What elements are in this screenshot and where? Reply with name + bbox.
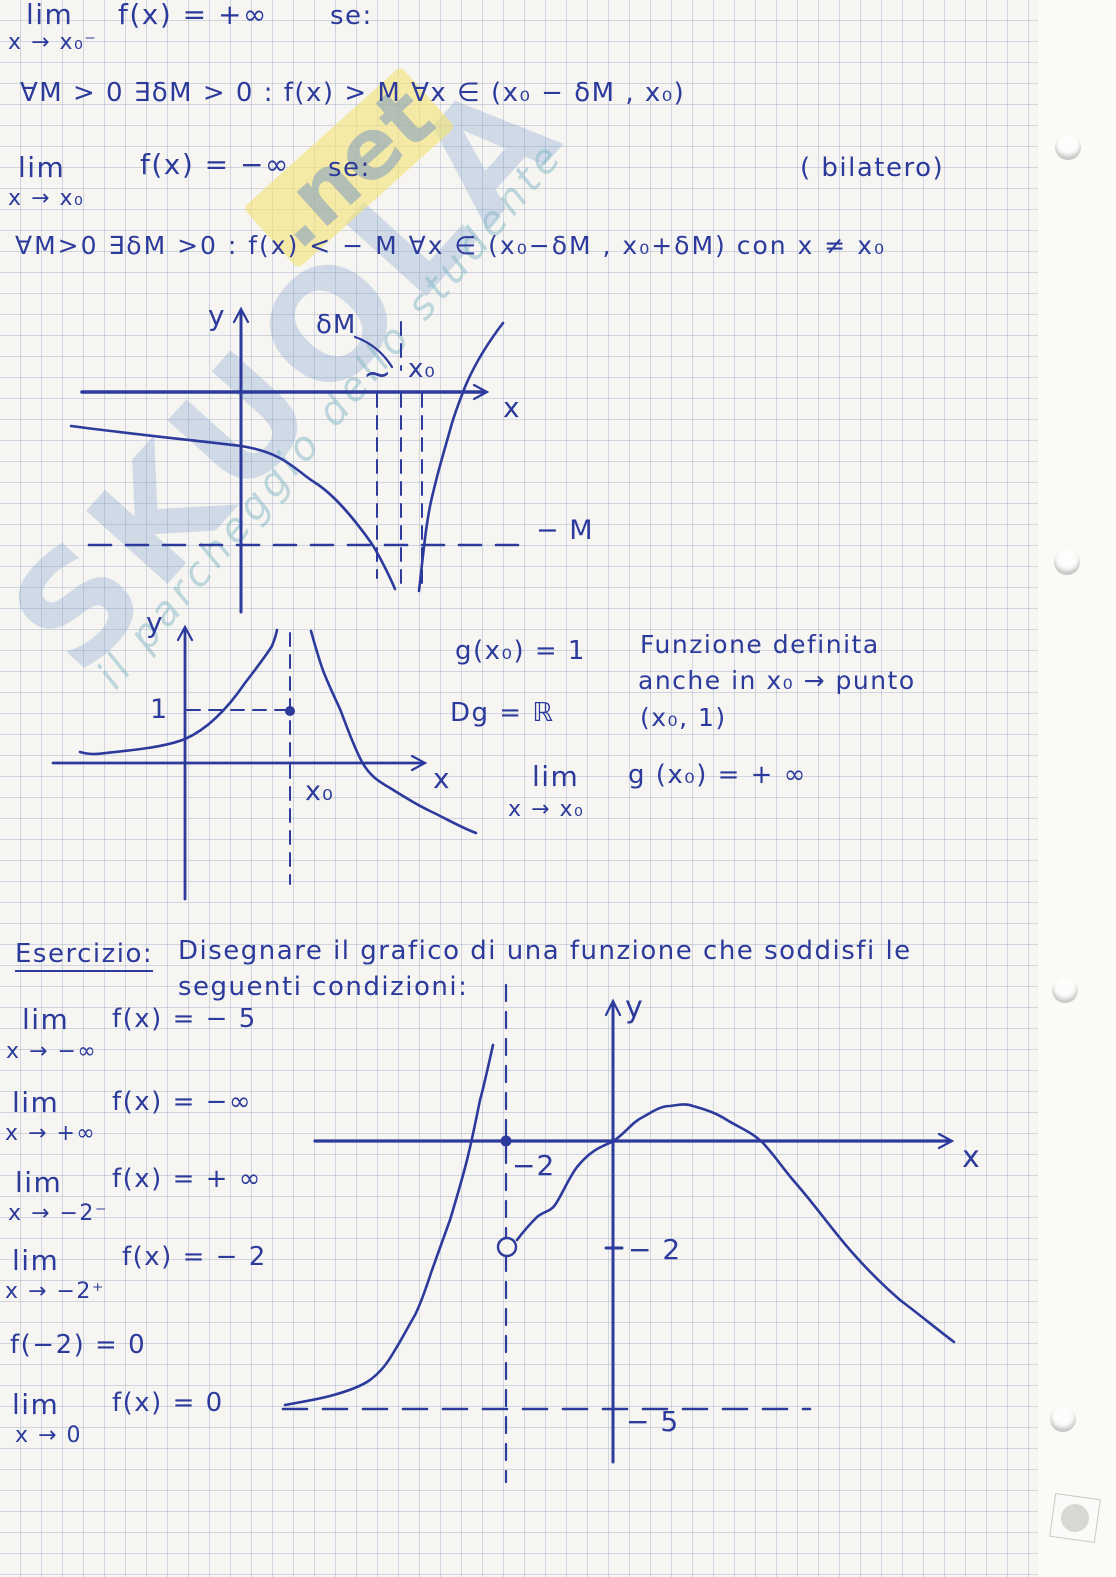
g3-curve-left	[283, 1043, 495, 1407]
exercise-text1: Disegnare il grafico di una funzione che…	[178, 936, 912, 966]
g1-delta-label: δM	[316, 310, 356, 340]
corner-stamp	[1049, 1493, 1101, 1543]
note-g-value: g(x₀) = 1	[455, 636, 586, 666]
limit-g-sub: x → x₀	[508, 797, 585, 822]
g3-open-circle-minus2-minus2	[496, 1236, 518, 1258]
limit2-lim: lim	[18, 151, 66, 184]
definition2: ∀M>0 ∃δM >0 : f(x) < − M ∀x ∈ (x₀−δM , x…	[15, 231, 887, 260]
limit1-lim: lim	[26, 0, 74, 31]
punch-hole	[1050, 1406, 1076, 1432]
cond6-lim: lim	[12, 1388, 60, 1421]
g2-x0-label: x₀	[305, 776, 334, 807]
limit1-sub: x → x₀⁻	[8, 30, 98, 55]
punch-hole	[1055, 134, 1081, 160]
definition1: ∀M > 0 ∃δM > 0 : f(x) > M ∀x ∈ (x₀ − δM …	[20, 78, 686, 108]
g3-curve-right	[515, 1103, 956, 1344]
g3-point-minus2-0	[500, 1135, 512, 1147]
g1-curve-left	[69, 424, 397, 591]
cond2-body: f(x) = −∞	[112, 1087, 253, 1117]
cond6-sub: x → 0	[15, 1423, 82, 1448]
bilatero-note: ( bilatero)	[800, 153, 945, 183]
g2-one-label: 1	[150, 694, 168, 725]
g3-x-arrow	[937, 1132, 955, 1150]
g2-point-x0-1	[285, 706, 295, 716]
cond1-body: f(x) = − 5	[112, 1004, 257, 1034]
limit-g-lim: lim	[532, 760, 580, 793]
cond3-body: f(x) = + ∞	[112, 1164, 262, 1194]
cond2-lim: lim	[12, 1086, 60, 1119]
g1-minusM-label: − M	[536, 515, 594, 546]
note-line1: Funzione definita	[640, 630, 880, 659]
cond3-lim: lim	[15, 1166, 63, 1199]
g2-curve-left	[78, 628, 279, 756]
cond4-lim: lim	[12, 1244, 60, 1277]
g1-y-label: y	[208, 299, 226, 332]
cond5-body: f(−2) = 0	[10, 1330, 147, 1360]
cond1-lim: lim	[22, 1003, 70, 1036]
cond3-sub: x → −2⁻	[8, 1201, 108, 1226]
cond6-body: f(x) = 0	[112, 1388, 224, 1418]
graph-exercise: y x −2 − 2 − 5	[281, 983, 981, 1484]
cond1-sub: x → −∞	[6, 1039, 98, 1064]
g2-x-label: x	[433, 762, 451, 795]
stamp-circle	[1059, 1502, 1091, 1534]
note-line2: anche in x₀ → punto	[638, 666, 916, 695]
g1-x-arrow	[472, 383, 490, 401]
punch-hole	[1054, 549, 1080, 575]
cond2-sub: x → +∞	[5, 1121, 97, 1146]
g3-y-label: y	[625, 990, 644, 1025]
g1-curve-right	[417, 321, 505, 593]
punch-hole	[1052, 977, 1078, 1003]
g2-x-arrow	[410, 754, 428, 772]
g1-x0-label: x₀	[408, 354, 436, 384]
graph-g-function: y x 1 x₀	[51, 606, 478, 901]
exercise-title: Esercizio:	[15, 940, 154, 973]
cond4-sub: x → −2⁺	[5, 1279, 105, 1304]
g2-curve-right	[309, 629, 478, 835]
g3-y-arrow	[604, 998, 622, 1017]
g1-x-label: x	[503, 391, 521, 424]
limit-g-body: g (x₀) = + ∞	[628, 760, 807, 790]
note-domain: Dg = ℝ	[450, 698, 555, 728]
g2-y-arrow	[176, 624, 194, 642]
graph-limit-minus-infinity: y x δM ~ x₀ − M	[69, 299, 594, 614]
note-line3: (x₀, 1)	[640, 703, 727, 732]
limit2-sub: x → x₀	[8, 186, 85, 211]
exercise-text2: seguenti condizioni:	[178, 972, 469, 1002]
g3-label-minus2-y: − 2	[628, 1233, 681, 1266]
g1-squiggle: ~	[363, 354, 393, 394]
g2-y-label: y	[146, 606, 164, 639]
limit1-body: f(x) = +∞	[118, 0, 268, 31]
g3-label-minus5: − 5	[626, 1405, 679, 1438]
limit1-se: se:	[330, 1, 373, 31]
limit2-se: se:	[328, 153, 371, 183]
g1-y-arrow	[232, 306, 250, 324]
g3-label-minus2-x: −2	[512, 1149, 555, 1182]
g1-delta-arrow	[353, 335, 394, 369]
limit2-body: f(x) = −∞	[140, 148, 290, 181]
page-margin	[1038, 0, 1116, 1577]
g3-x-label: x	[962, 1140, 981, 1175]
cond4-body: f(x) = − 2	[122, 1242, 267, 1272]
